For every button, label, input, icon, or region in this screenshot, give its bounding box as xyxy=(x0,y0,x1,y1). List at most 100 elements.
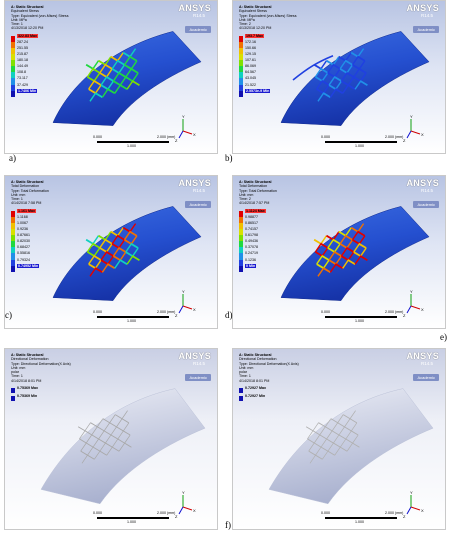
strut xyxy=(354,80,368,90)
strut xyxy=(328,76,342,86)
strut xyxy=(329,263,344,273)
result-header: A: Static Structural Directional Deformat… xyxy=(11,353,81,383)
legend-swatch xyxy=(239,253,243,260)
legend-value: 0.1236 xyxy=(245,257,256,262)
scale-mid-label: 1.000 xyxy=(355,520,364,524)
strut xyxy=(292,54,334,81)
header-line: Type: Total Deformation xyxy=(11,188,49,193)
panel-label-c: c) xyxy=(5,310,12,320)
axis-x-label: X xyxy=(421,132,424,137)
ansys-logo: ANSYS R14.5 Academic xyxy=(406,351,439,384)
strut xyxy=(327,63,341,74)
legend-swatch xyxy=(239,84,243,91)
strut xyxy=(101,263,116,273)
academic-badge: Academic xyxy=(413,26,439,33)
legend-value: 0.74157 xyxy=(245,227,258,232)
header-line: polar xyxy=(11,370,19,375)
scale-right-label: 2.000 (mm) xyxy=(157,511,176,515)
legend-value: 0.24719 xyxy=(245,251,258,256)
strut xyxy=(328,251,342,261)
model-view: Y X Z xyxy=(280,31,430,143)
strut xyxy=(126,255,140,265)
legend-value: 150.66 xyxy=(245,45,256,50)
strut xyxy=(101,88,116,98)
panel-label-d: d) xyxy=(225,310,233,320)
legend-swatch xyxy=(11,78,15,85)
legend-swatch xyxy=(11,41,15,48)
legend-swatch xyxy=(239,259,243,266)
legend-swatch xyxy=(239,66,243,73)
strut xyxy=(354,255,368,265)
scale-right-label: 2.000 (mm) xyxy=(385,310,404,314)
legend-value: 0.74952 Min xyxy=(17,263,40,268)
model-view: Y X Z xyxy=(52,31,202,143)
legend-swatch xyxy=(239,72,243,79)
strut xyxy=(100,251,114,261)
academic-badge: Academic xyxy=(413,201,439,208)
ansys-brand: ANSYS xyxy=(178,178,211,188)
strut xyxy=(340,72,355,82)
strut xyxy=(126,80,140,90)
strut xyxy=(353,243,367,253)
strut xyxy=(94,450,107,460)
legend-value: 251.55 xyxy=(17,45,28,50)
strut xyxy=(103,422,117,432)
analysis-title: A: Static Structural xyxy=(11,5,44,9)
scale-mid-label: 1.000 xyxy=(127,319,136,323)
legend-swatch xyxy=(11,84,15,91)
header-line: Directional Deformation xyxy=(11,357,49,362)
strut xyxy=(342,84,356,94)
strut xyxy=(316,255,330,265)
header-line: Time: 2 xyxy=(239,197,251,202)
axis-y-label: Y xyxy=(182,114,185,119)
strut xyxy=(86,242,101,253)
header-line: Time: 1 xyxy=(11,197,23,202)
strut xyxy=(117,430,131,440)
legend-value: 0.75369 Min xyxy=(17,394,38,399)
strut xyxy=(99,63,113,74)
ansys-release: R14.5 xyxy=(420,188,433,193)
axis-z-label: Z xyxy=(403,514,406,519)
legend-swatch xyxy=(11,90,15,97)
legend-swatch xyxy=(11,235,15,242)
academic-badge: Academic xyxy=(185,201,211,208)
lattice-struts xyxy=(313,48,368,102)
legend-swatch xyxy=(11,66,15,73)
header-line: 4/14/2018 7:57 PM xyxy=(239,201,270,206)
lattice-struts xyxy=(77,410,132,464)
strut xyxy=(327,238,341,249)
strut xyxy=(91,426,105,436)
strut xyxy=(89,92,103,102)
header-line: Unit: MPa xyxy=(239,17,255,22)
model-view: Y X Z xyxy=(40,388,206,519)
strut xyxy=(340,247,355,257)
lattice-struts xyxy=(85,48,140,102)
legend-value: 0.68427 xyxy=(17,245,30,250)
strut xyxy=(319,426,333,436)
legend-swatch xyxy=(239,388,243,394)
panel-a: A: Static Structural Equivalent Stress Typ… xyxy=(4,0,218,154)
strut xyxy=(80,442,94,452)
legend-value: 37.429 xyxy=(17,82,28,87)
legend-swatch xyxy=(239,235,243,242)
strut xyxy=(105,434,119,444)
header-line: polar xyxy=(239,370,247,375)
legend-swatch xyxy=(239,229,243,236)
legend-value: 0 Min xyxy=(245,263,257,268)
scale-mid-label: 1.000 xyxy=(355,319,364,323)
legend-swatch xyxy=(11,265,15,272)
legend-swatch xyxy=(11,216,15,223)
header-line: Directional Deformation xyxy=(239,357,277,362)
legend-value: 108.8 xyxy=(17,70,26,75)
legend-swatch xyxy=(11,54,15,61)
strut xyxy=(333,434,347,444)
axis-x-label: X xyxy=(193,307,196,312)
result-header: A: Static Structural Total Deformation Typ… xyxy=(11,180,81,206)
axis-triad: Y X Z xyxy=(175,114,196,143)
strut xyxy=(88,255,102,265)
legend-swatch xyxy=(239,90,243,97)
strut xyxy=(345,430,359,440)
scale-right-label: 2.000 (mm) xyxy=(157,135,176,139)
ansys-release: R14.5 xyxy=(192,361,205,366)
legend-value: 1.0067 xyxy=(17,220,28,225)
